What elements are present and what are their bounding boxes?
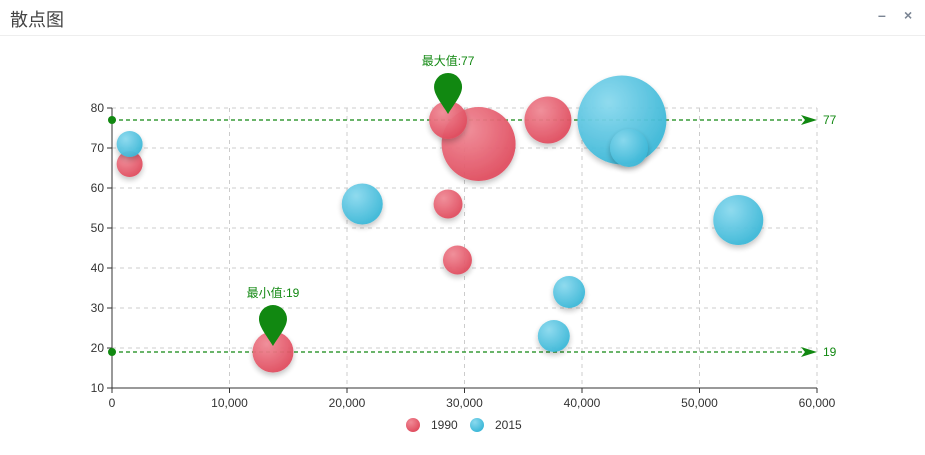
x-tick-label: 60,000 [799,396,836,410]
legend[interactable]: 1990 2015 [406,418,522,432]
title-bar: 散点图 – × [0,0,925,36]
legend-item-2015[interactable]: 2015 [470,418,522,432]
y-tick-label: 10 [91,381,105,395]
x-tick-label: 40,000 [564,396,601,410]
mark-point-label: 最大值:77 [422,53,475,68]
data-point-2015 [116,131,143,157]
x-tick-label: 0 [109,396,116,410]
data-point-1990 [433,189,463,219]
scatter-chart: 0 10,000 20,000 30,000 40,000 50,000 60,000 10 2… [91,53,837,432]
y-tick-label: 70 [91,141,105,155]
map-pin-icon [434,72,463,114]
data-point-1990 [116,151,143,177]
window-title: 散点图 [10,10,64,31]
x-tick-label: 50,000 [681,396,718,410]
mark-line-arrow-icon [801,115,817,125]
data-point-1990 [429,101,468,139]
data-points [116,75,764,373]
mark-line-label: 77 [823,113,837,127]
x-tick-label: 30,000 [446,396,483,410]
mark-line-label: 19 [823,345,837,359]
data-point-2015 [610,129,648,167]
y-tick-label: 20 [91,341,105,355]
data-point-2015 [553,276,586,308]
mark-line-arrow-icon [801,347,817,357]
legend-item-1990[interactable]: 1990 [406,418,458,432]
data-point-1990 [524,96,572,144]
legend-label: 2015 [495,418,522,432]
map-pin-icon [258,305,287,346]
y-tick-label: 80 [91,101,105,115]
data-point-1990 [442,245,472,275]
axes: 0 10,000 20,000 30,000 40,000 50,000 60,000 10 2… [91,101,836,410]
legend-marker-icon [470,418,484,432]
legend-marker-icon [406,418,420,432]
data-point-2015 [537,320,570,352]
minimize-icon[interactable]: – [878,7,886,23]
data-point-1990 [252,331,294,373]
mark-points: 最大值:77 最小值:19 [247,53,475,346]
data-point-2015 [341,183,383,225]
y-tick-label: 30 [91,301,105,315]
mark-point-label: 最小值:19 [247,285,300,300]
data-point-2015 [713,195,764,245]
y-tick-label: 60 [91,181,105,195]
x-tick-label: 20,000 [329,396,366,410]
close-icon[interactable]: × [904,7,913,23]
x-tick-label: 10,000 [211,396,248,410]
legend-label: 1990 [431,418,458,432]
y-tick-label: 40 [91,261,105,275]
y-tick-label: 50 [91,221,105,235]
